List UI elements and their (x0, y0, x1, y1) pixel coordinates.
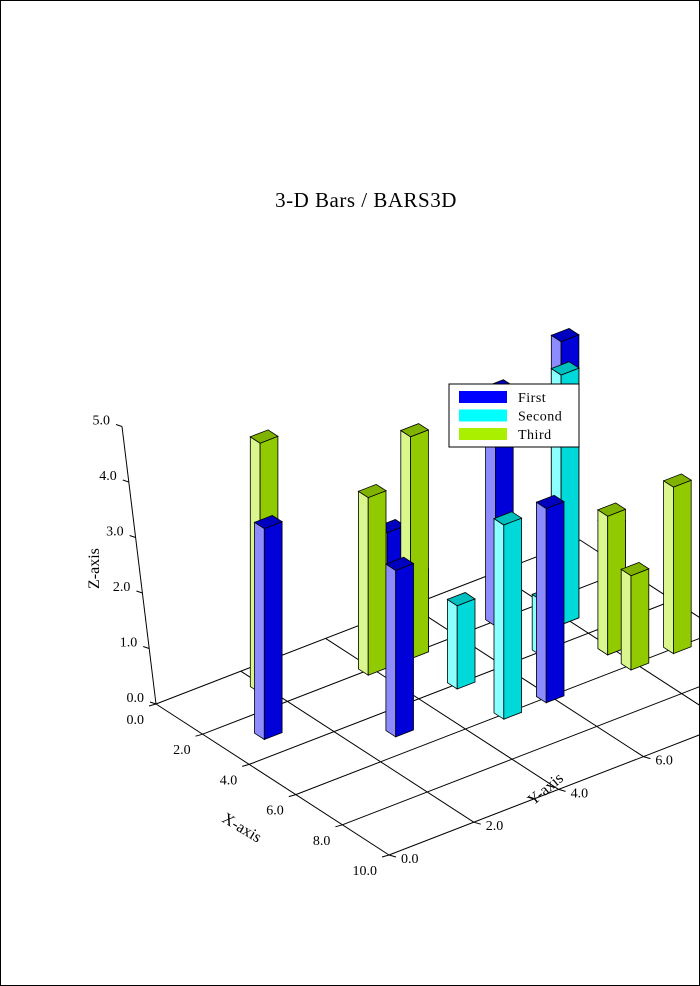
bar-face-top (662, 473, 693, 488)
bar-face-side (503, 517, 522, 720)
x-tick-label: 2.0 (173, 743, 191, 758)
z-tick-label: 1.0 (120, 636, 138, 651)
x-tick (288, 794, 296, 798)
bar-1 (493, 511, 523, 720)
x-tick-label: 0.0 (127, 713, 145, 728)
y-tick-label: 4.0 (571, 786, 589, 801)
bar-face-top (550, 327, 580, 343)
x-tick-label: 10.0 (353, 864, 378, 879)
legend-swatch (459, 391, 507, 403)
z-axis-label: Z-axis (86, 548, 103, 589)
z-tick-label: 3.0 (106, 525, 124, 540)
bar-face-side (673, 479, 692, 655)
bar-face-top (249, 429, 279, 444)
bar-face-front (536, 501, 547, 704)
bar-face-top (597, 502, 627, 517)
z-tick-label: 5.0 (93, 414, 111, 429)
bar-0 (385, 556, 415, 738)
y-tick-label: 2.0 (486, 819, 504, 834)
x-axis-label: X-axis (219, 810, 264, 847)
x-tick (335, 824, 343, 828)
bar-face-top (446, 592, 476, 607)
bar-face-front (493, 517, 505, 720)
bar-2 (662, 473, 693, 655)
bar-face-front (446, 598, 458, 690)
legend-label: Second (518, 410, 562, 425)
z-tick (129, 535, 136, 538)
legend-swatch (459, 409, 507, 422)
bar-face-side (263, 521, 283, 741)
z-tick (136, 590, 143, 594)
y-tick-label: 0.0 (401, 852, 419, 867)
z-tick-label: 0.0 (127, 691, 145, 706)
x-tick (195, 733, 203, 737)
bar-face-top (253, 514, 283, 530)
bar-face-top (399, 423, 430, 438)
y-tick (643, 756, 651, 760)
z-tick (149, 701, 157, 705)
z-tick (143, 646, 150, 649)
x-tick (242, 763, 250, 767)
grid-line-y (155, 703, 390, 856)
y-tick-label: 6.0 (655, 754, 673, 769)
z-axis-line (121, 426, 157, 705)
axes: 0.0 1.0 2.0 3.0 4.0 5.0 0.0 2.0 4.0 6.0 8.0 10.0 0.0… (93, 414, 673, 880)
bars (249, 327, 693, 741)
bar-face-top (385, 556, 415, 571)
bar-face-top (535, 494, 565, 510)
bar-face-front (663, 480, 674, 655)
legend: First Second Third (448, 383, 580, 448)
bar-0 (535, 494, 565, 704)
bar-face-top (620, 561, 650, 577)
bar-face-front (357, 490, 369, 676)
x-tick-label: 8.0 (313, 834, 331, 849)
y-tick (558, 788, 566, 792)
z-tick-label: 4.0 (99, 469, 117, 484)
bar-face-top (493, 511, 523, 526)
grid-line-x (342, 686, 699, 826)
y-tick (388, 854, 397, 858)
bar-2 (597, 502, 627, 656)
bar-face-side (395, 562, 414, 738)
bar-2 (620, 561, 650, 671)
chart-title: 3-D Bars / BARS3D (275, 188, 457, 212)
x-tick (381, 854, 390, 858)
z-tick (122, 479, 129, 483)
bar-face-side (367, 490, 387, 676)
bar-2 (357, 483, 387, 676)
bar-face-side (630, 568, 650, 671)
bar-face-front (597, 509, 609, 656)
legend-label: Third (518, 428, 552, 443)
y-tick (473, 821, 481, 825)
z-tick (115, 424, 123, 427)
bar-0 (253, 514, 283, 741)
x-tick-label: 6.0 (266, 804, 284, 819)
legend-label: First (518, 391, 546, 406)
bar-1 (446, 592, 476, 690)
grid-line-x (388, 734, 699, 856)
bar-face-top (357, 483, 387, 499)
bar-face-top (550, 361, 580, 376)
bar-face-front (385, 563, 397, 738)
bar-face-front (254, 521, 265, 741)
legend-swatch (459, 428, 507, 440)
bar-face-side (545, 501, 565, 704)
bar-face-side (456, 598, 476, 690)
x-tick-label: 4.0 (220, 773, 238, 788)
bar-face-front (620, 568, 632, 671)
z-tick-label: 2.0 (113, 580, 131, 595)
y-axis-label: Y-axis (525, 770, 567, 809)
x-tick (148, 703, 157, 707)
